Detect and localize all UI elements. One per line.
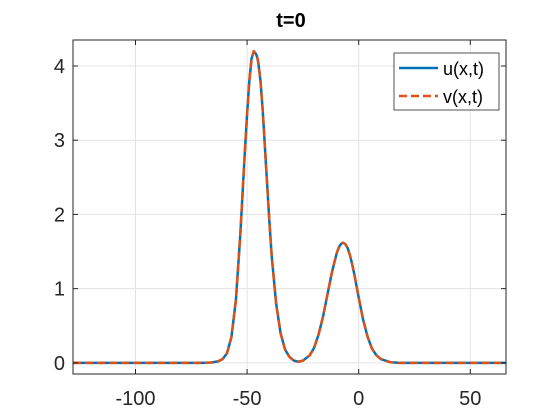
- x-tick-label-0: -100: [115, 388, 155, 410]
- y-tick-label-3: 3: [54, 130, 65, 152]
- series-lines: [73, 49, 506, 365]
- plot-frame: [72, 39, 507, 375]
- y-tick-label-1: 1: [54, 279, 65, 301]
- legend-box: [393, 52, 500, 111]
- legend-label-v: v(x,t): [443, 87, 483, 107]
- x-tick-label-2: 0: [353, 388, 364, 410]
- axis-ticks: -100 -50 0 50 0 1 2 3 4: [54, 40, 506, 410]
- x-tick-label-1: -50: [233, 388, 262, 410]
- series-line-1: [73, 49, 506, 365]
- legend: u(x,t) v(x,t): [393, 52, 500, 111]
- x-tick-label-3: 50: [459, 388, 481, 410]
- y-tick-label-4: 4: [54, 56, 65, 78]
- legend-label-u: u(x,t): [443, 59, 484, 79]
- y-tick-label-2: 2: [54, 204, 65, 226]
- y-tick-label-0: 0: [54, 353, 65, 375]
- chart-title: t=0: [276, 10, 305, 32]
